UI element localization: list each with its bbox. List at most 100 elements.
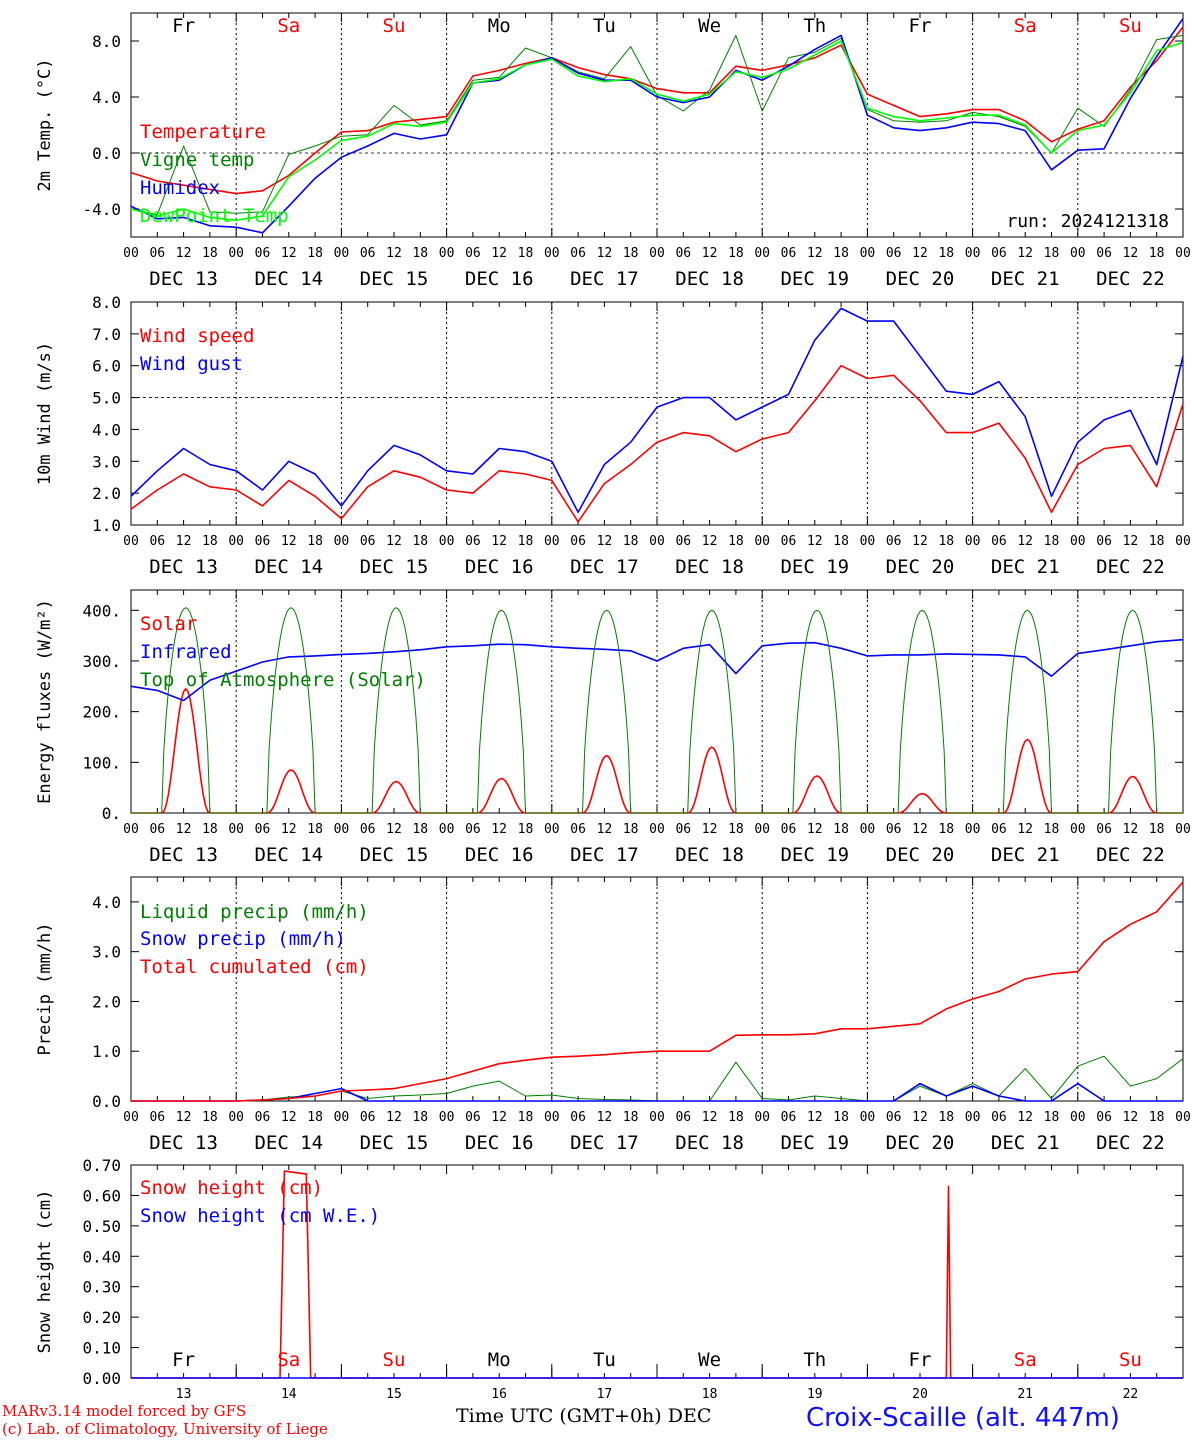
hour-tick-label: 18 [728,1110,744,1125]
hour-tick-label: 06 [991,246,1007,261]
weekday-label: Fr [909,15,932,37]
hour-tick-label: 18 [1044,246,1060,261]
series-line [130,638,1184,702]
legend-entry: Liquid precip (mm/h) [140,901,369,923]
date-label: DEC 15 [360,844,429,866]
date-label: DEC 16 [465,1132,534,1154]
date-label: DEC 22 [1096,268,1165,290]
hour-tick-label: 06 [465,534,481,549]
day-number-label: 20 [912,1387,928,1400]
hour-tick-label: 18 [728,534,744,549]
hour-tick-label: 00 [649,246,665,261]
y-tick-label: 0.70 [82,1156,121,1175]
hour-tick-label: 12 [1123,246,1139,261]
hour-tick-label: 12 [912,822,928,837]
hour-tick-label: 06 [991,534,1007,549]
hour-tick-label: 00 [123,534,139,549]
series-line [130,26,1184,195]
legend-entry: Temperature [140,121,266,143]
series-line [130,18,1184,234]
hour-tick-label: 06 [886,534,902,549]
hour-tick-label: 18 [307,1110,323,1125]
y-axis-label: 10m Wind (m/s) [35,342,55,485]
date-label: DEC 17 [570,844,639,866]
day-number-label: 19 [807,1387,823,1400]
day-number-label: 15 [386,1387,402,1400]
hour-tick-label: 06 [255,1110,271,1125]
weekday-label: Sa [1014,15,1037,37]
y-tick-label: 0.30 [82,1278,121,1297]
hour-tick-label: 12 [702,534,718,549]
day-number-label: 14 [281,1387,297,1400]
hour-tick-label: 12 [597,534,613,549]
hour-tick-label: 18 [518,822,534,837]
series-line [130,307,1184,514]
hour-tick-label: 06 [360,1110,376,1125]
date-label: DEC 16 [465,268,534,290]
weekday-label: Su [383,1349,406,1371]
hour-tick-label: 18 [518,246,534,261]
hour-tick-label: 00 [544,246,560,261]
y-tick-label: 0.20 [82,1308,121,1327]
date-label: DEC 22 [1096,556,1165,578]
hour-tick-label: 18 [833,246,849,261]
y-tick-label: 3.0 [92,943,121,962]
hour-tick-label: 00 [334,534,350,549]
date-label: DEC 19 [780,556,849,578]
hour-tick-label: 06 [781,246,797,261]
hour-tick-label: 00 [544,1110,560,1125]
weekday-label: Sa [1014,1349,1037,1371]
date-label: DEC 18 [675,1132,744,1154]
date-label: DEC 20 [886,556,955,578]
hour-tick-label: 00 [965,534,981,549]
weekday-label: Th [803,1349,826,1371]
hour-tick-label: 18 [728,822,744,837]
hour-tick-label: 18 [728,246,744,261]
y-tick-label: 1.0 [92,1042,121,1061]
hour-tick-label: 18 [307,246,323,261]
series-line [131,1170,1183,1379]
hour-tick-label: 06 [570,822,586,837]
y-tick-label: 2.0 [92,484,121,503]
hour-tick-label: 00 [965,822,981,837]
hour-tick-label: 06 [255,822,271,837]
y-tick-label: 8.0 [92,293,121,312]
hour-tick-label: 00 [334,822,350,837]
y-axis-label: Energy fluxes (W/m²) [35,599,55,804]
date-label: DEC 22 [1096,844,1165,866]
date-label: DEC 13 [149,268,218,290]
y-tick-label: 200. [82,703,121,722]
y-tick-label: 3.0 [92,452,121,471]
hour-tick-label: 18 [412,246,428,261]
day-number-label: 18 [702,1387,718,1400]
hour-tick-label: 00 [860,1110,876,1125]
station-title: Croix-Scaille (alt. 447m) [806,1403,1120,1433]
hour-tick-label: 18 [1044,1110,1060,1125]
hour-tick-label: 00 [649,822,665,837]
hour-tick-label: 12 [386,1110,402,1125]
y-tick-label: 1.0 [92,516,121,535]
hour-tick-label: 12 [386,534,402,549]
date-label: DEC 21 [991,268,1060,290]
legend-entry: Top of Atmosphere (Solar) [140,669,426,691]
hour-tick-label: 12 [1017,246,1033,261]
hour-tick-label: 00 [1175,534,1191,549]
hour-tick-label: 00 [544,822,560,837]
hour-tick-label: 12 [386,822,402,837]
date-label: DEC 20 [886,844,955,866]
hour-tick-label: 06 [991,822,1007,837]
hour-tick-label: 00 [228,534,244,549]
weekday-label: Th [803,15,826,37]
hour-tick-label: 18 [623,822,639,837]
series-line [131,1082,1183,1102]
date-label: DEC 20 [886,268,955,290]
hour-tick-label: 06 [149,822,165,837]
date-label: DEC 17 [570,268,639,290]
weekday-label: Fr [172,1349,195,1371]
hour-tick-label: 12 [597,822,613,837]
hour-tick-label: 00 [439,1110,455,1125]
run-annotation: run: 2024121318 [1006,211,1169,232]
hour-tick-label: 06 [781,534,797,549]
weekday-label: Tu [593,1349,616,1371]
y-tick-label: 4.0 [92,420,121,439]
